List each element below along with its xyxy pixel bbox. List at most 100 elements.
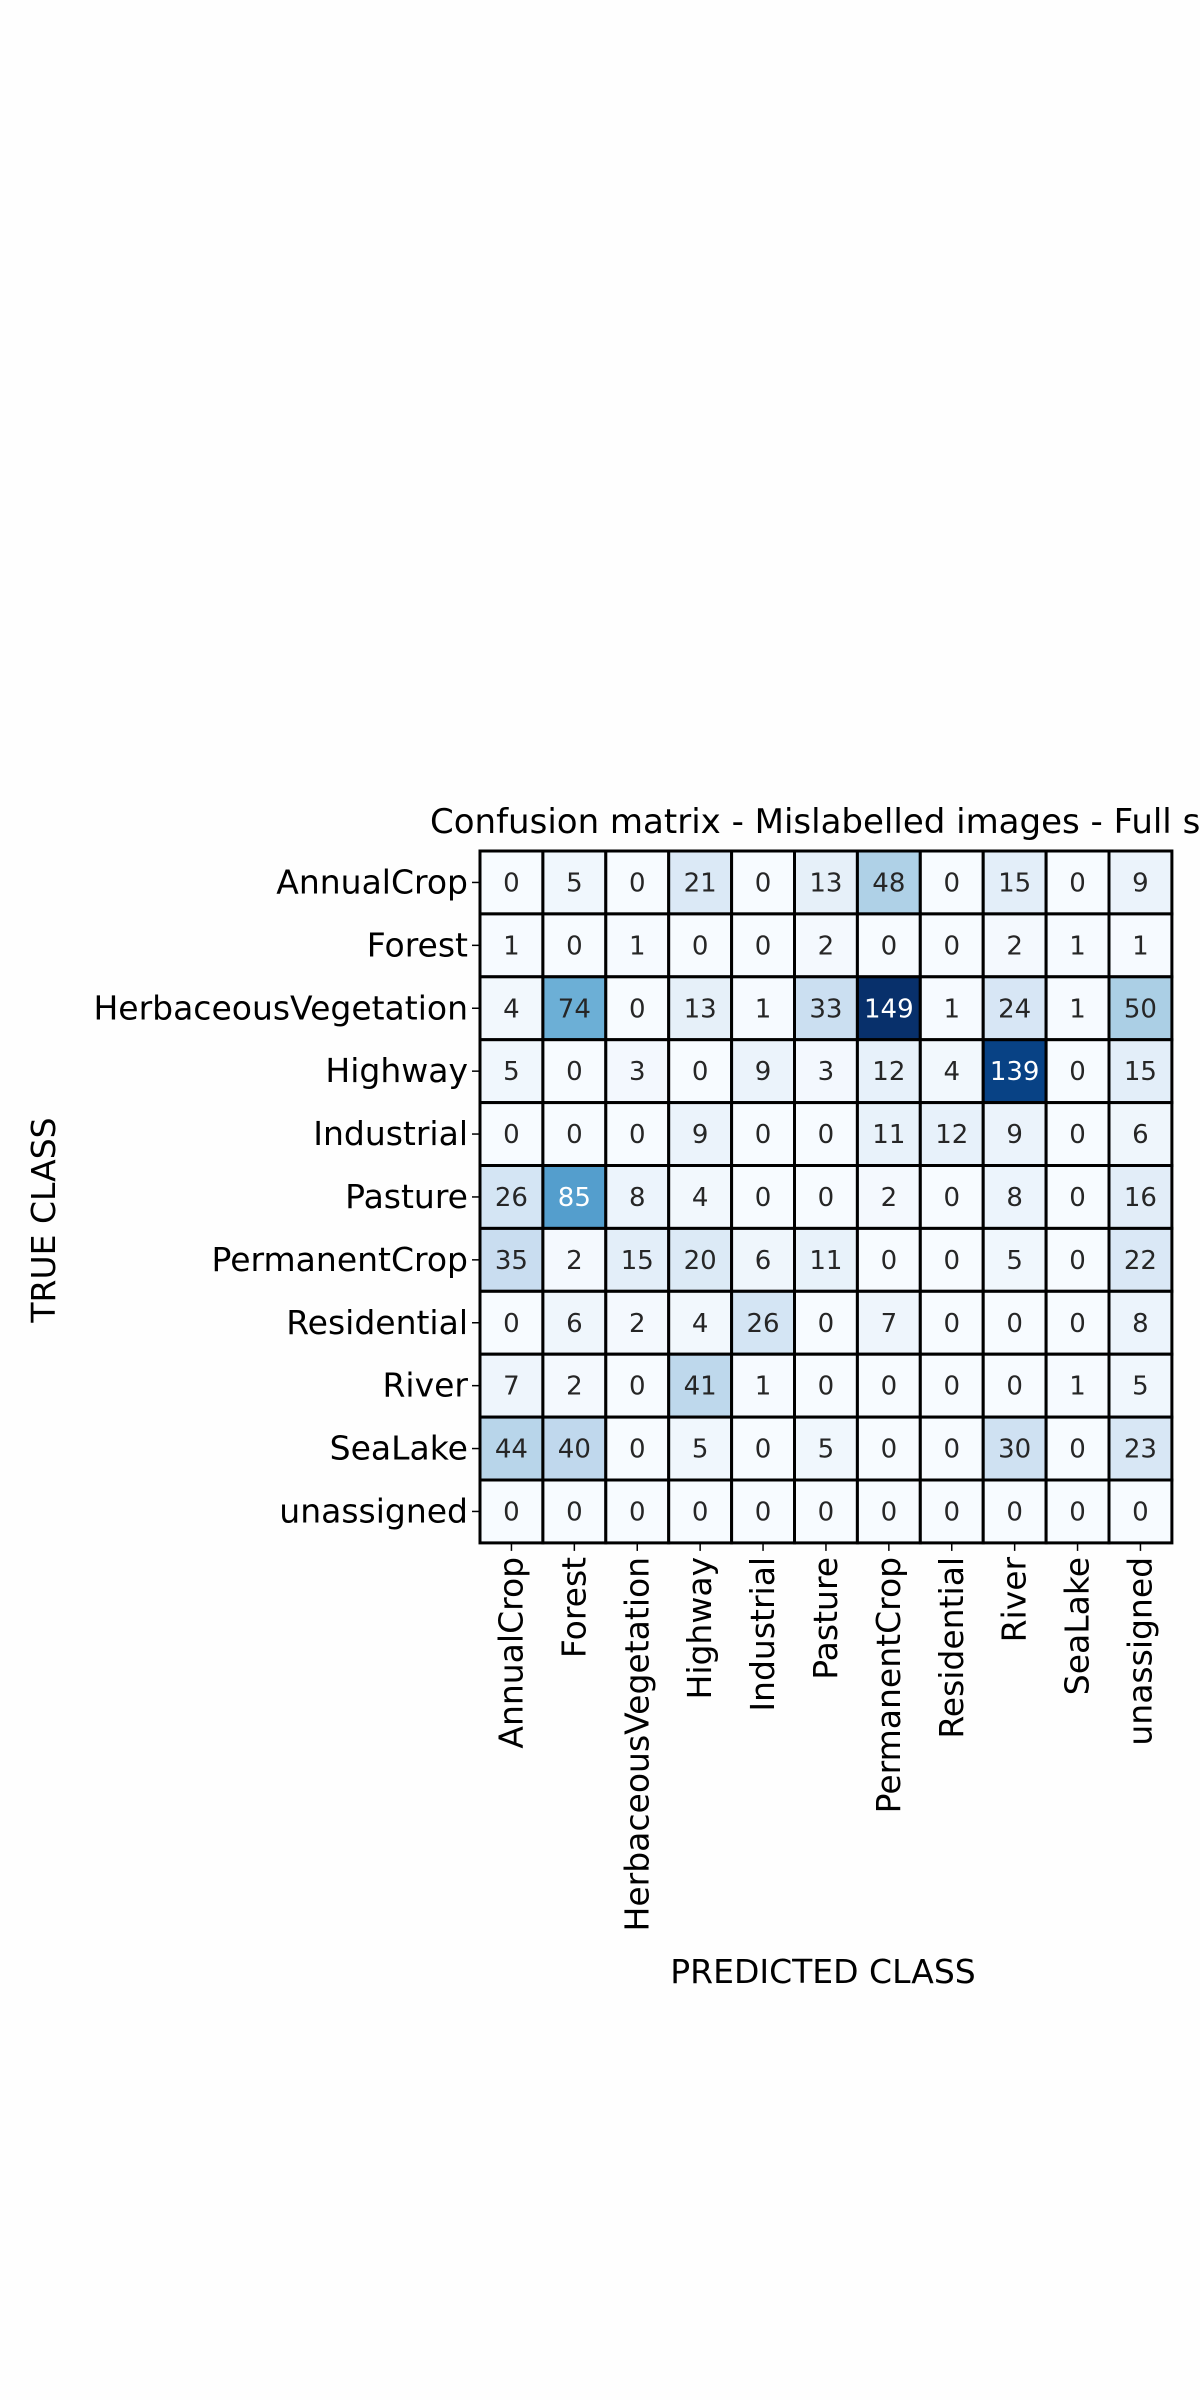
heatmap-cell [541, 1289, 608, 1356]
heatmap-cell [1044, 849, 1111, 916]
cell-value-label: 0 [629, 994, 646, 1024]
heatmap-cell [1044, 1101, 1111, 1167]
cell-value-label: 11 [872, 1120, 905, 1150]
y-tick-label: Residential [286, 1303, 468, 1342]
heatmap-cell [541, 1101, 608, 1167]
heatmap-cell [1044, 1478, 1111, 1545]
cell-value-label: 20 [684, 1246, 717, 1276]
cell-value-label: 0 [629, 1497, 646, 1527]
heatmap-cell [1107, 1478, 1174, 1545]
cell-value-label: 0 [692, 1057, 709, 1087]
cell-value-label: 8 [629, 1183, 646, 1213]
cell-value-label: 0 [881, 931, 898, 961]
cell-value-label: 44 [495, 1435, 528, 1465]
cell-value-label: 0 [1069, 1497, 1086, 1527]
heatmap-cell [918, 1289, 985, 1356]
heatmap-cell [918, 912, 985, 979]
cell-value-label: 1 [503, 931, 520, 961]
chart-title: Confusion matrix - Mislabelled images - … [430, 802, 1200, 842]
cell-value-label: 9 [1006, 1120, 1023, 1150]
cell-value-label: 0 [818, 1309, 835, 1339]
cell-value-label: 2 [566, 1246, 583, 1276]
heatmap-cell [1107, 1164, 1174, 1230]
cell-value-label: 0 [881, 1497, 898, 1527]
cell-value-label: 30 [998, 1435, 1031, 1465]
cell-value-label: 0 [755, 1435, 772, 1465]
heatmap-cell [1107, 975, 1174, 1042]
cell-value-label: 6 [1132, 1120, 1149, 1150]
cell-value-label: 0 [818, 1372, 835, 1402]
cell-value-label: 11 [809, 1246, 842, 1276]
y-tick-label: PermanentCrop [212, 1240, 468, 1279]
cell-value-label: 0 [755, 1183, 772, 1213]
cell-value-label: 0 [503, 1309, 520, 1339]
heatmap-cells: 0 5 0 21 0 13 48 0 15 0 91 0 1 0 0 2 0 0 2 1 14 74 0 13 1 33 149 1 2… [478, 849, 1174, 1545]
heatmap-cell [918, 1226, 985, 1293]
heatmap-cell [667, 1415, 734, 1482]
x-tick-label: AnnualCrop [491, 1557, 530, 1749]
cell-value-label: 0 [943, 868, 960, 898]
x-tick-label: River [995, 1556, 1034, 1642]
cell-value-label: 1 [943, 994, 960, 1024]
cell-value-label: 9 [755, 1057, 772, 1087]
cell-value-label: 0 [503, 868, 520, 898]
heatmap-cell [478, 1289, 545, 1356]
heatmap-cell [918, 1352, 985, 1419]
cell-value-label: 9 [692, 1120, 709, 1150]
cell-value-label: 0 [943, 1309, 960, 1339]
cell-value-label: 0 [1069, 1309, 1086, 1339]
cell-value-label: 3 [629, 1057, 646, 1087]
heatmap-cell [1107, 849, 1174, 916]
cell-value-label: 74 [558, 994, 591, 1024]
cell-value-label: 5 [503, 1057, 520, 1087]
heatmap-cell [855, 975, 922, 1042]
heatmap-cell [1107, 1226, 1174, 1293]
cell-value-label: 1 [1069, 994, 1086, 1024]
y-tick-label: HerbaceousVegetation [93, 988, 468, 1027]
y-tick-label: unassigned [279, 1491, 468, 1530]
cell-value-label: 0 [818, 1120, 835, 1150]
cell-value-label: 26 [747, 1309, 780, 1339]
cell-value-label: 0 [692, 931, 709, 961]
cell-value-label: 0 [755, 868, 772, 898]
cell-value-label: 21 [684, 868, 717, 898]
cell-value-label: 0 [755, 931, 772, 961]
cell-value-label: 149 [864, 994, 914, 1024]
cell-value-label: 5 [692, 1435, 709, 1465]
cell-value-label: 0 [566, 1497, 583, 1527]
cell-value-label: 5 [818, 1435, 835, 1465]
x-tick-label: Highway [680, 1557, 719, 1700]
cell-value-label: 33 [809, 994, 842, 1024]
cell-value-label: 0 [566, 1120, 583, 1150]
cell-value-label: 1 [1132, 931, 1149, 961]
y-tick-label: Industrial [313, 1114, 468, 1153]
y-tick-label: River [383, 1366, 469, 1405]
cell-value-label: 5 [566, 868, 583, 898]
cell-value-label: 2 [1006, 931, 1023, 961]
cell-value-label: 0 [943, 931, 960, 961]
cell-value-label: 0 [881, 1246, 898, 1276]
cell-value-label: 12 [935, 1120, 968, 1150]
heatmap-cell [667, 1164, 734, 1230]
cell-value-label: 139 [990, 1057, 1040, 1087]
cell-value-label: 40 [558, 1435, 591, 1465]
heatmap-cell [541, 1226, 608, 1293]
cell-value-label: 0 [818, 1497, 835, 1527]
cell-value-label: 0 [1006, 1497, 1023, 1527]
cell-value-label: 0 [1006, 1309, 1023, 1339]
heatmap-cell [1107, 1289, 1174, 1356]
cell-value-label: 0 [818, 1183, 835, 1213]
cell-value-label: 1 [755, 1372, 772, 1402]
heatmap-cell [793, 1101, 859, 1167]
cell-value-label: 24 [998, 994, 1031, 1024]
heatmap-cell [1044, 1352, 1111, 1419]
cell-value-label: 22 [1124, 1246, 1157, 1276]
cell-value-label: 0 [629, 1372, 646, 1402]
x-axis-ticks: AnnualCrop Forest HerbaceousVegetation High… [491, 1542, 1159, 1931]
x-tick-label: SeaLake [1058, 1557, 1097, 1695]
cell-value-label: 0 [692, 1497, 709, 1527]
cell-value-label: 9 [1132, 868, 1149, 898]
heatmap-cell [478, 975, 545, 1042]
x-axis-title: PREDICTED CLASS [670, 1952, 975, 1991]
